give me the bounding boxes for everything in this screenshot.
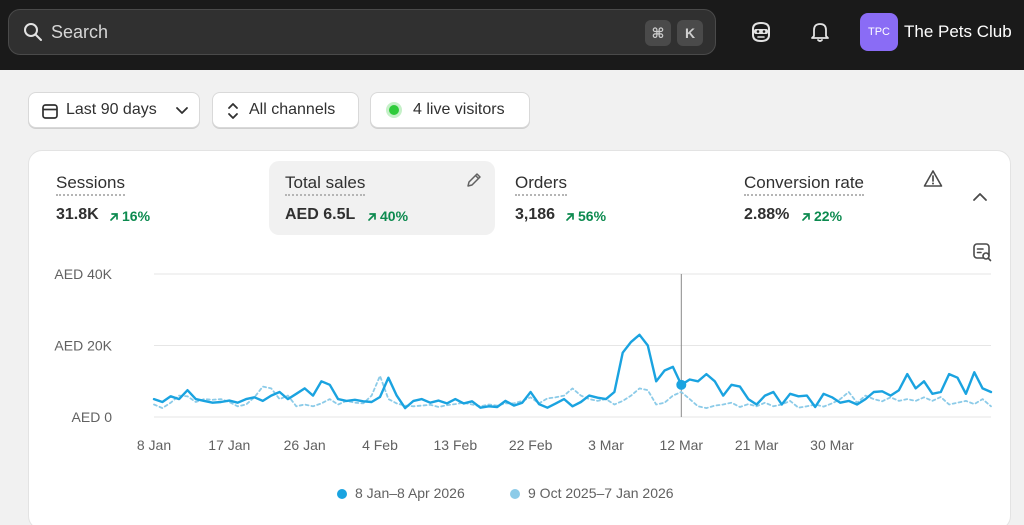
metric-change: 40% — [380, 208, 409, 224]
legend-previous-label: 9 Oct 2025–7 Jan 2026 — [528, 485, 674, 501]
command-key-hint: ⌘ — [645, 20, 671, 46]
metric-value: 31.8K — [56, 206, 99, 223]
top-bar: Search ⌘ K TPC The Pets Club — [0, 0, 1024, 70]
arrow-up-right-icon — [110, 213, 118, 221]
metric-change: 16% — [122, 208, 151, 224]
select-arrows-icon — [228, 103, 238, 119]
sidekick-icon[interactable] — [749, 20, 773, 44]
bell-icon[interactable] — [808, 20, 832, 44]
x-tick-label: 26 Jan — [284, 437, 326, 453]
x-tick-label: 3 Mar — [588, 437, 624, 453]
legend-previous[interactable]: 9 Oct 2025–7 Jan 2026 — [510, 485, 674, 501]
legend-current[interactable]: 8 Jan–8 Apr 2026 — [337, 485, 465, 501]
date-range-button[interactable]: Last 90 days — [28, 92, 200, 128]
metric-total-sales[interactable]: Total sales AED 6.5L 40% — [269, 161, 495, 235]
x-tick-label: 13 Feb — [434, 437, 478, 453]
hover-point — [676, 379, 687, 390]
k-key-hint: K — [677, 20, 703, 46]
x-tick-label: 21 Mar — [735, 437, 779, 453]
chevron-down-icon — [176, 107, 188, 114]
date-range-label: Last 90 days — [66, 101, 157, 118]
legend-current-swatch — [337, 489, 347, 499]
arrow-up-right-icon — [802, 213, 810, 221]
legend-previous-swatch — [510, 489, 520, 499]
search-icon — [24, 23, 42, 41]
x-tick-label: 4 Feb — [362, 437, 398, 453]
search-bar[interactable]: Search ⌘ K — [8, 9, 716, 55]
live-visitors-label: 4 live visitors — [413, 101, 505, 118]
x-tick-label: 12 Mar — [660, 437, 704, 453]
pencil-icon[interactable] — [465, 171, 483, 189]
x-tick-label: 30 Mar — [810, 437, 854, 453]
series-line-previous — [153, 374, 992, 410]
metric-value: AED 6.5L — [285, 206, 356, 223]
metric-value: 2.88% — [744, 206, 790, 223]
warning-icon[interactable] — [923, 169, 943, 189]
search-placeholder: Search — [51, 22, 109, 42]
x-tick-label: 17 Jan — [208, 437, 250, 453]
arrow-up-right-icon — [368, 213, 376, 221]
channels-button[interactable]: All channels — [212, 92, 359, 128]
legend-current-label: 8 Jan–8 Apr 2026 — [355, 485, 465, 501]
metric-title: Orders — [515, 173, 567, 196]
y-tick-label: AED 0 — [72, 409, 113, 425]
calendar-icon — [42, 104, 58, 119]
y-tick-label: AED 20K — [54, 338, 112, 354]
metric-value: 3,186 — [515, 206, 556, 223]
metric-title: Sessions — [56, 173, 125, 196]
y-tick-label: AED 40K — [54, 266, 112, 282]
channels-label: All channels — [249, 101, 336, 118]
metric-change: 56% — [578, 208, 607, 224]
arrow-up-right-icon — [566, 213, 574, 221]
live-visitors-button[interactable]: 4 live visitors — [370, 92, 530, 128]
x-tick-label: 8 Jan — [137, 437, 171, 453]
store-avatar: TPC — [860, 13, 898, 51]
metric-title: Conversion rate — [744, 173, 865, 196]
metric-orders[interactable]: Orders 3,186 56% — [499, 161, 725, 235]
metric-title: Total sales — [285, 173, 366, 196]
metric-change: 22% — [814, 208, 843, 224]
analytics-card: Sessions 31.8K 16% Total sales AED 6.5L … — [28, 150, 1011, 525]
x-tick-label: 22 Feb — [509, 437, 553, 453]
live-status-dot — [389, 105, 399, 115]
metric-sessions[interactable]: Sessions 31.8K 16% — [40, 161, 266, 235]
chart-insights-icon[interactable] — [972, 242, 992, 262]
metric-conversion-rate[interactable]: Conversion rate 2.88% 22% — [728, 161, 954, 235]
store-name: The Pets Club — [904, 22, 1012, 41]
chevron-up-icon[interactable] — [972, 191, 988, 203]
series-line-current — [152, 333, 993, 410]
sales-line-chart[interactable]: AED 0 AED 20K AED 40K 8 Jan 17 Jan 26 Jan 4 Fe… — [29, 151, 1012, 481]
